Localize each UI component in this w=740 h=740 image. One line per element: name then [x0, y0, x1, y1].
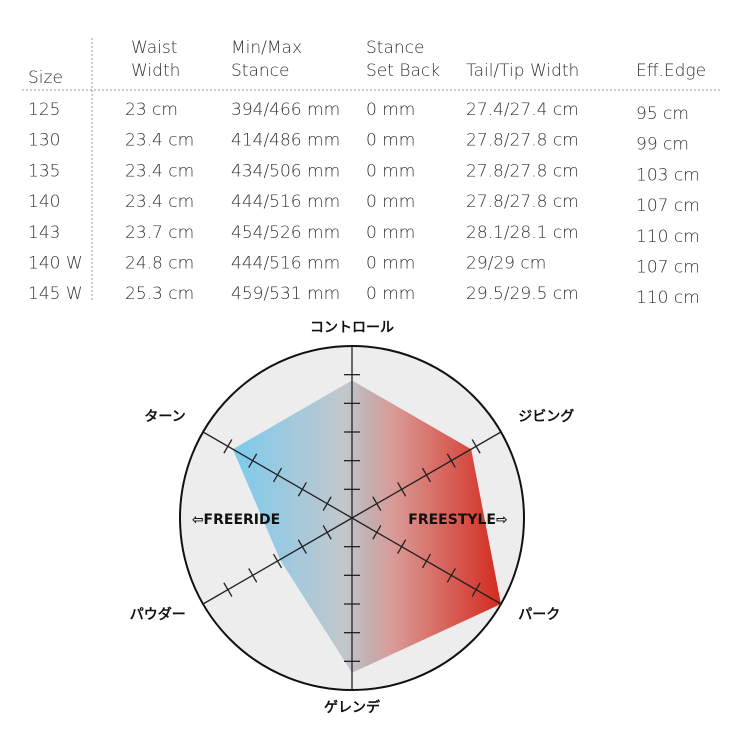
annotation: FREESTYLE⇨ — [408, 512, 507, 528]
radar-tick — [397, 539, 407, 554]
table-cell: 414/486 mm — [231, 131, 340, 151]
table-cell: 107 cm — [636, 258, 700, 278]
table-cell: 27.8/27.8 cm — [466, 161, 579, 181]
axis-label: パーク — [518, 607, 560, 623]
table-cell: 110 cm — [636, 288, 700, 308]
header-cell: Width — [131, 61, 180, 81]
annotation: ⇦FREERIDE — [192, 512, 280, 528]
radar-tick — [272, 467, 283, 483]
table-cell: 23 cm — [125, 100, 178, 120]
header-cell: Stance — [231, 61, 289, 81]
header-cell: Min/Max — [231, 38, 302, 58]
radar-tick — [272, 553, 283, 569]
table-cell: 135 — [28, 161, 60, 181]
table-cell: 0 mm — [366, 192, 415, 212]
table-cell: 27.8/27.8 cm — [466, 192, 579, 212]
table-cell: 24.8 cm — [125, 254, 194, 274]
table-cell: 143 — [28, 223, 60, 243]
table-cell: 0 mm — [366, 284, 415, 304]
header-cell: Set Back — [366, 61, 440, 81]
table-cell: 23.4 cm — [125, 192, 194, 212]
axis-label: ジビング — [518, 408, 574, 425]
table-cell: 459/531 mm — [231, 284, 340, 304]
table-cell: 0 mm — [366, 100, 415, 120]
table-cell: 145 W — [28, 284, 83, 304]
radar-tick — [223, 439, 233, 454]
table-cell: 0 mm — [366, 254, 415, 274]
table-cell: 434/506 mm — [231, 161, 340, 181]
table-cell: 99 cm — [636, 135, 689, 155]
table-cell: 125 — [28, 100, 60, 120]
radar-tick — [322, 525, 332, 540]
axis-label: パウダー — [130, 606, 186, 623]
radar-tick — [397, 482, 407, 497]
radar-tick — [372, 496, 382, 511]
table-cell: 29/29 cm — [466, 254, 546, 274]
table-cell: 27.8/27.8 cm — [466, 131, 579, 151]
table-cell: 110 cm — [636, 227, 700, 247]
radar-tick — [421, 553, 432, 569]
header-cell: Size — [28, 68, 63, 88]
table-cell: 0 mm — [366, 131, 415, 151]
table-cell: 130 — [28, 131, 60, 151]
radar-tick — [372, 525, 382, 540]
radar-tick — [446, 453, 456, 468]
radar-tick — [421, 467, 432, 483]
table-cell: 23.7 cm — [125, 223, 194, 243]
radar-tick — [471, 439, 481, 454]
table-cell: 29.5/29.5 cm — [466, 284, 579, 304]
header-cell: Stance — [366, 38, 424, 58]
table-cell: 454/526 mm — [231, 223, 340, 243]
table-cell: 140 — [28, 192, 60, 212]
header-cell: Waist — [131, 38, 177, 58]
radar-tick — [223, 582, 233, 597]
axis-label: ターン — [144, 409, 185, 425]
header-cell: Eff.Edge — [636, 61, 706, 81]
table-cell: 394/466 mm — [231, 100, 340, 120]
radar-tick — [471, 582, 481, 597]
radar-tick — [297, 539, 307, 554]
table-cell: 23.4 cm — [125, 131, 194, 151]
axis-label: コントロール — [310, 320, 394, 336]
table-cell: 28.1/28.1 cm — [466, 223, 579, 243]
radar-tick — [297, 482, 307, 497]
table-cell: 140 W — [28, 254, 83, 274]
table-cell: 0 mm — [366, 223, 415, 243]
table-cell: 0 mm — [366, 161, 415, 181]
radar-tick — [248, 453, 258, 468]
radar-tick — [248, 568, 258, 583]
axis-label: ゲレンデ — [324, 699, 381, 716]
radar-tick — [322, 496, 332, 511]
table-cell: 95 cm — [636, 104, 689, 124]
table-cell: 25.3 cm — [125, 284, 194, 304]
header-cell: Tail/Tip Width — [466, 61, 579, 81]
table-cell: 103 cm — [636, 165, 700, 185]
table-cell: 444/516 mm — [231, 254, 340, 274]
radar-tick — [446, 568, 456, 583]
table-cell: 27.4/27.4 cm — [466, 100, 579, 120]
table-cell: 23.4 cm — [125, 161, 194, 181]
table-cell: 444/516 mm — [231, 192, 340, 212]
table-cell: 107 cm — [636, 196, 700, 216]
